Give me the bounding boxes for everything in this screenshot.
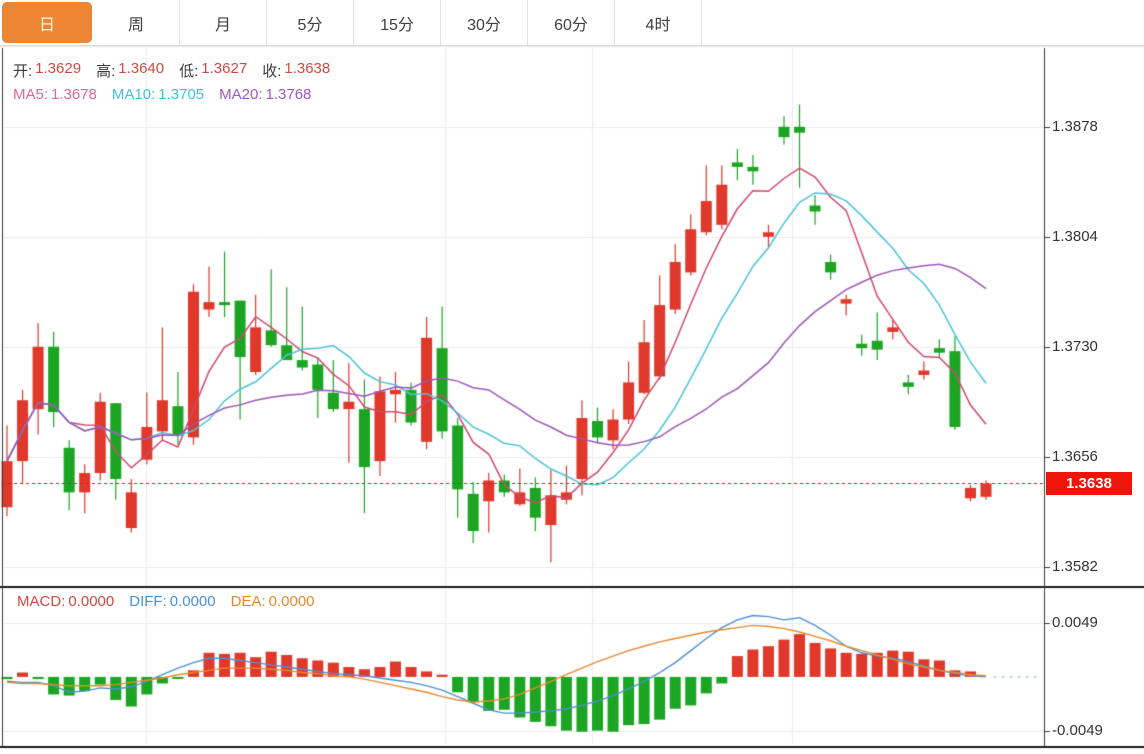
tab-timeframe-6[interactable]: 60分: [528, 0, 615, 45]
timeframe-tabbar: 日周月 5分 15分 30分 60分 4时: [0, 0, 1144, 46]
tab-timeframe-0[interactable]: 日: [2, 2, 92, 43]
tab-timeframe-3[interactable]: 5分: [267, 0, 354, 45]
tab-timeframe-4[interactable]: 15分: [354, 0, 441, 45]
diff-pair: DIFF: 0.0000: [129, 593, 215, 610]
price-tick-label-2: 1.3730: [1052, 337, 1098, 355]
dea-label: DEA:: [230, 593, 266, 610]
close-label: 收:: [262, 63, 282, 80]
open-value: 1.3629: [35, 60, 82, 77]
open-label: 开:: [13, 63, 33, 80]
dea-value: 0.0000: [268, 593, 315, 610]
ma5-value: 1.3678: [51, 86, 97, 103]
diff-value: 0.0000: [169, 593, 216, 610]
ma20-value: 1.3768: [265, 86, 312, 103]
high-pair: 高: 1.3640: [96, 60, 164, 81]
macd-pair: MACD: 0.0000: [17, 593, 114, 610]
price-tick-label-4: 1.3582: [1052, 557, 1098, 575]
tab-timeframe-7[interactable]: 4时: [615, 0, 702, 45]
last-price-badge: 1.3638: [1046, 472, 1132, 495]
ma10-value: 1.3705: [158, 86, 205, 103]
ma-legend: MA5: 1.3678 MA10: 1.3705 MA20: 1.3768: [13, 86, 326, 103]
low-label: 低:: [179, 63, 199, 80]
ma20-pair: MA20: 1.3768: [219, 86, 311, 103]
ma5-pair: MA5: 1.3678: [13, 86, 97, 103]
macd-tick-label-0: 0.0049: [1052, 614, 1098, 632]
tab-timeframe-2[interactable]: 月: [180, 0, 267, 45]
tab-timeframe-1[interactable]: 周: [93, 0, 180, 45]
macd-label: MACD:: [17, 593, 66, 610]
price-tick-label-3: 1.3656: [1052, 447, 1098, 465]
high-value: 1.3640: [118, 60, 165, 77]
close-pair: 收: 1.3638: [262, 60, 330, 81]
dea-pair: DEA: 0.0000: [231, 593, 315, 610]
diff-label: DIFF:: [129, 593, 167, 610]
macd-value: 0.0000: [68, 593, 115, 610]
macd-legend: MACD: 0.0000 DIFF: 0.0000 DEA: 0.0000: [17, 593, 330, 610]
tab-timeframe-5[interactable]: 30分: [441, 0, 528, 45]
low-pair: 低: 1.3627: [179, 60, 247, 81]
price-tick-label-1: 1.3804: [1052, 227, 1098, 245]
open-pair: 开: 1.3629: [13, 60, 81, 81]
macd-tick-label-1: -0.0049: [1052, 721, 1103, 739]
close-value: 1.3638: [284, 60, 331, 77]
price-tick-label-0: 1.3878: [1052, 117, 1098, 135]
low-value: 1.3627: [201, 60, 248, 77]
ma10-pair: MA10: 1.3705: [112, 86, 204, 103]
ohlc-legend: 开: 1.3629 高: 1.3640 低: 1.3627 收: 1.3638: [13, 60, 345, 81]
ma20-label: MA20:: [219, 86, 263, 103]
ma5-label: MA5:: [13, 86, 49, 103]
ma10-label: MA10:: [111, 86, 156, 103]
high-label: 高:: [96, 63, 116, 80]
